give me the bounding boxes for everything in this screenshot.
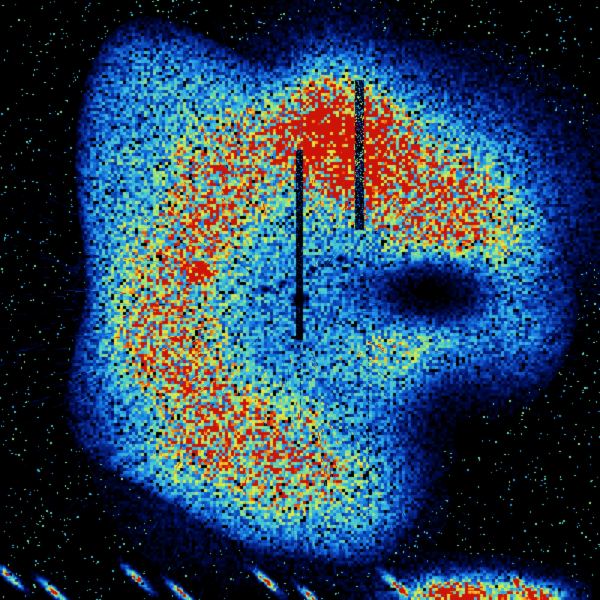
xray-observation-image (0, 0, 600, 600)
image-viewport (0, 0, 600, 600)
